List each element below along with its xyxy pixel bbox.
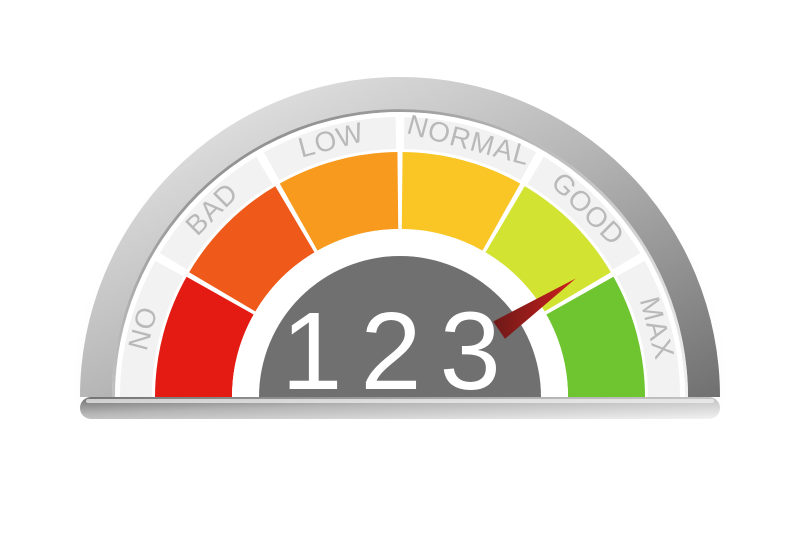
stage: NOBADLOWNORMALGOODMAX123 bbox=[0, 0, 800, 533]
segment-divider bbox=[397, 152, 402, 229]
gauge-base-highlight bbox=[86, 399, 714, 403]
gauge-value: 123 bbox=[281, 290, 519, 413]
credit-score-gauge: NOBADLOWNORMALGOODMAX123 bbox=[70, 77, 730, 457]
segment-divider bbox=[396, 116, 405, 148]
